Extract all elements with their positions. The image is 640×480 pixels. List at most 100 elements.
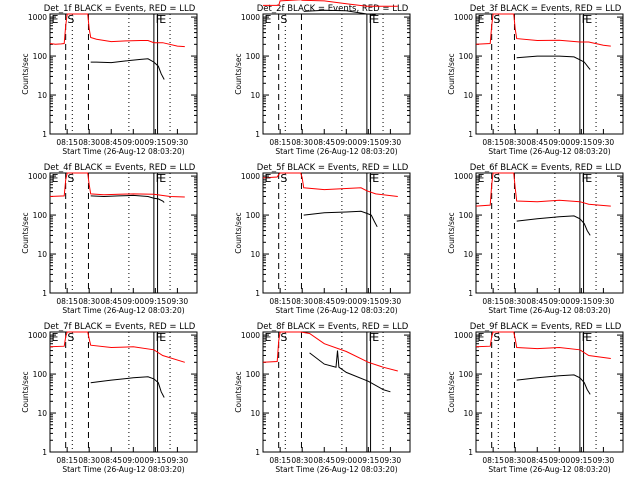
y-tick-label: 1	[468, 289, 473, 298]
x-axis-label: Start Time (26-Aug-12 08:03:20)	[62, 147, 184, 156]
marker-label: E	[477, 331, 484, 344]
plot-frame	[49, 172, 198, 294]
x-tick-label: 08:30	[78, 456, 100, 465]
marker-label: E	[159, 172, 166, 185]
y-tick-label: 1000	[241, 172, 260, 181]
x-axis-label: Start Time (26-Aug-12 08:03:20)	[62, 465, 184, 474]
y-axis-label: Counts/sec	[447, 212, 456, 253]
series-line-events	[90, 58, 165, 80]
marker-label: E	[159, 13, 166, 26]
marker-label: E	[372, 13, 379, 26]
x-tick-label: 08:15	[269, 297, 291, 306]
x-tick-label: 09:00	[548, 138, 570, 147]
detector-panel-7: Det_7f BLACK = Events, RED = LLD 1 10 100 10…	[21, 322, 198, 474]
x-tick-label: 09:15	[358, 138, 380, 147]
marker-label: E	[51, 172, 58, 185]
y-tick-label: 1000	[28, 13, 47, 22]
series-line-events	[516, 215, 591, 236]
marker-label: S	[67, 331, 74, 344]
series-line-lld	[475, 331, 611, 359]
x-tick-label: 08:15	[482, 456, 504, 465]
series-line-events	[303, 9, 376, 16]
panel-title: Det_5f BLACK = Events, RED = LLD	[257, 163, 409, 173]
x-tick-label: 08:30	[504, 456, 526, 465]
marker-label: E	[585, 331, 592, 344]
x-tick-label: 08:15	[269, 138, 291, 147]
marker-label: E	[372, 331, 379, 344]
detector-panel-3: Det_3f BLACK = Events, RED = LLD 1 10 100 10…	[447, 4, 624, 156]
y-tick-label: 1000	[28, 172, 47, 181]
plot-frame	[475, 172, 624, 294]
y-tick-label: 1	[42, 448, 47, 457]
x-tick-label: 08:15	[482, 297, 504, 306]
y-tick-label: 10	[37, 250, 47, 259]
x-tick-label: 09:30	[593, 138, 615, 147]
y-tick-label: 1000	[241, 331, 260, 340]
marker-label: F	[582, 331, 588, 344]
series-line-events	[309, 350, 391, 393]
x-axis-label: Start Time (26-Aug-12 08:03:20)	[275, 465, 397, 474]
y-tick-label: 100	[459, 370, 474, 379]
marker-label: E	[372, 172, 379, 185]
y-tick-label: 10	[463, 91, 473, 100]
x-tick-label: 09:30	[593, 297, 615, 306]
x-tick-label: 09:30	[380, 297, 402, 306]
series-line-lld	[262, 172, 398, 197]
series-line-lld	[262, 331, 398, 372]
x-tick-label: 08:15	[56, 297, 78, 306]
x-tick-label: 09:00	[122, 297, 144, 306]
x-tick-label: 09:15	[358, 297, 380, 306]
x-axis-label: Start Time (26-Aug-12 08:03:20)	[275, 306, 397, 315]
y-tick-label: 100	[459, 211, 474, 220]
x-tick-label: 08:15	[56, 138, 78, 147]
panel-title: Det_7f BLACK = Events, RED = LLD	[44, 322, 196, 332]
series-line-events	[516, 55, 591, 70]
x-tick-label: 08:30	[291, 456, 313, 465]
x-axis-label: Start Time (26-Aug-12 08:03:20)	[488, 147, 610, 156]
y-tick-label: 1	[468, 130, 473, 139]
x-tick-label: 08:15	[482, 138, 504, 147]
x-axis-label: Start Time (26-Aug-12 08:03:20)	[275, 147, 397, 156]
x-tick-label: 09:15	[571, 138, 593, 147]
y-tick-label: 10	[37, 409, 47, 418]
marker-label: E	[264, 172, 271, 185]
x-tick-label: 09:30	[593, 456, 615, 465]
y-tick-label: 1	[42, 130, 47, 139]
x-tick-label: 09:15	[145, 138, 167, 147]
y-tick-label: 1000	[28, 331, 47, 340]
series-line-lld	[49, 13, 185, 48]
y-tick-label: 1	[255, 289, 260, 298]
y-tick-label: 1	[255, 130, 260, 139]
series-line-events	[90, 194, 165, 203]
plot-frame	[262, 331, 411, 453]
y-tick-label: 1000	[454, 172, 473, 181]
panel-title: Det_6f BLACK = Events, RED = LLD	[470, 163, 622, 173]
detector-panel-8: Det_8f BLACK = Events, RED = LLD 1 10 100 10…	[234, 322, 411, 474]
marker-label: F	[369, 331, 375, 344]
y-axis-label: Counts/sec	[234, 371, 243, 412]
series-line-events	[516, 374, 591, 395]
detector-panel-4: Det_4f BLACK = Events, RED = LLD 1 10 100 10…	[21, 163, 198, 315]
marker-label: F	[156, 172, 162, 185]
marker-label: E	[264, 13, 271, 26]
x-tick-label: 09:00	[335, 138, 357, 147]
y-tick-label: 100	[33, 211, 48, 220]
x-tick-label: 08:30	[504, 138, 526, 147]
x-tick-label: 09:30	[167, 297, 189, 306]
marker-label: S	[493, 13, 500, 26]
panel-title: Det_1f BLACK = Events, RED = LLD	[44, 4, 196, 14]
y-tick-label: 10	[37, 91, 47, 100]
x-axis-label: Start Time (26-Aug-12 08:03:20)	[62, 306, 184, 315]
y-tick-label: 1	[468, 448, 473, 457]
x-tick-label: 09:30	[167, 456, 189, 465]
x-tick-label: 08:15	[56, 456, 78, 465]
marker-label: F	[156, 13, 162, 26]
marker-label: E	[51, 13, 58, 26]
marker-label: E	[159, 331, 166, 344]
x-tick-label: 09:15	[145, 297, 167, 306]
x-tick-label: 08:30	[78, 297, 100, 306]
panel-title: Det_8f BLACK = Events, RED = LLD	[257, 322, 409, 332]
series-line-lld	[263, 0, 398, 7]
x-tick-label: 09:15	[358, 456, 380, 465]
